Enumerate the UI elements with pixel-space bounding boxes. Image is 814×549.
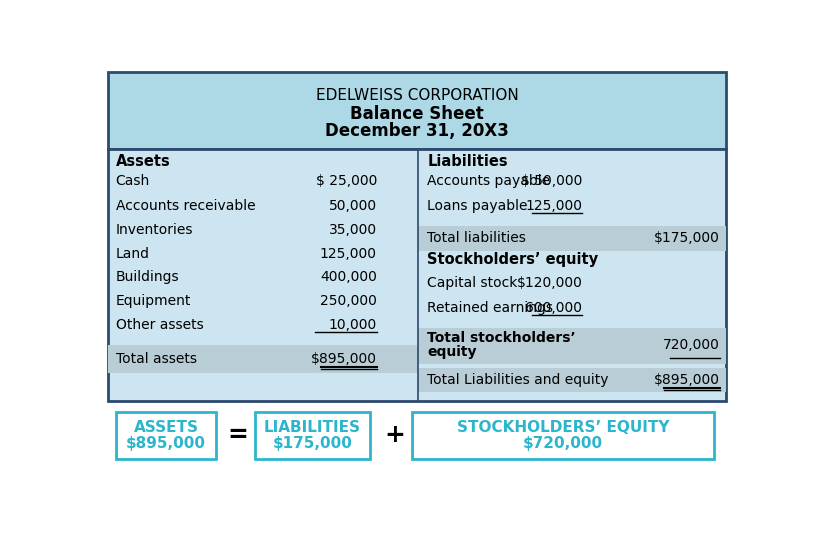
Text: Total liabilities: Total liabilities	[427, 231, 526, 245]
Bar	[108, 72, 726, 149]
Text: $720,000: $720,000	[523, 436, 603, 451]
Text: Retained earnings: Retained earnings	[427, 301, 554, 315]
Text: $ 25,000: $ 25,000	[316, 175, 377, 188]
Text: Equipment: Equipment	[116, 294, 191, 308]
Text: equity: equity	[427, 345, 477, 358]
Text: 35,000: 35,000	[329, 223, 377, 237]
Text: EDELWEISS CORPORATION: EDELWEISS CORPORATION	[316, 88, 519, 103]
Text: =: =	[227, 423, 247, 447]
Text: 250,000: 250,000	[320, 294, 377, 308]
Text: 10,000: 10,000	[329, 318, 377, 332]
Text: +: +	[384, 423, 405, 447]
Text: Loans payable: Loans payable	[427, 199, 527, 213]
Text: $895,000: $895,000	[654, 373, 720, 387]
Text: Buildings: Buildings	[116, 270, 179, 284]
Text: Stockholders’ equity: Stockholders’ equity	[427, 253, 598, 267]
Bar	[116, 412, 217, 460]
Text: $175,000: $175,000	[273, 436, 352, 451]
Text: Capital stock: Capital stock	[427, 276, 518, 290]
Text: LIABILITIES: LIABILITIES	[264, 419, 361, 434]
Text: Total stockholders’: Total stockholders’	[427, 330, 575, 345]
Text: Total assets: Total assets	[116, 352, 197, 366]
Text: Accounts payable: Accounts payable	[427, 175, 550, 188]
Bar	[256, 412, 370, 460]
Bar	[418, 368, 726, 393]
Text: Inventories: Inventories	[116, 223, 193, 237]
Text: Accounts receivable: Accounts receivable	[116, 199, 256, 213]
Bar	[418, 328, 726, 364]
Text: STOCKHOLDERS’ EQUITY: STOCKHOLDERS’ EQUITY	[457, 419, 669, 434]
Text: Assets: Assets	[116, 154, 170, 169]
Bar	[108, 345, 418, 373]
Text: Total Liabilities and equity: Total Liabilities and equity	[427, 373, 609, 387]
Text: $895,000: $895,000	[126, 436, 206, 451]
Bar	[418, 226, 726, 251]
Text: ASSETS: ASSETS	[133, 419, 199, 434]
Text: Other assets: Other assets	[116, 318, 204, 332]
Text: $ 50,000: $ 50,000	[521, 175, 582, 188]
Text: $175,000: $175,000	[654, 231, 720, 245]
Text: Balance Sheet: Balance Sheet	[350, 105, 484, 122]
Text: 50,000: 50,000	[329, 199, 377, 213]
Text: Cash: Cash	[116, 175, 150, 188]
Bar	[412, 412, 714, 460]
Text: 125,000: 125,000	[525, 199, 582, 213]
Text: $120,000: $120,000	[516, 276, 582, 290]
Text: Liabilities: Liabilities	[427, 154, 508, 169]
Text: 720,000: 720,000	[663, 338, 720, 352]
Text: 400,000: 400,000	[320, 270, 377, 284]
Text: December 31, 20X3: December 31, 20X3	[326, 121, 509, 139]
Text: $895,000: $895,000	[311, 352, 377, 366]
Text: 125,000: 125,000	[320, 247, 377, 261]
Text: Land: Land	[116, 247, 150, 261]
Text: 600,000: 600,000	[525, 301, 582, 315]
Bar	[108, 149, 726, 401]
